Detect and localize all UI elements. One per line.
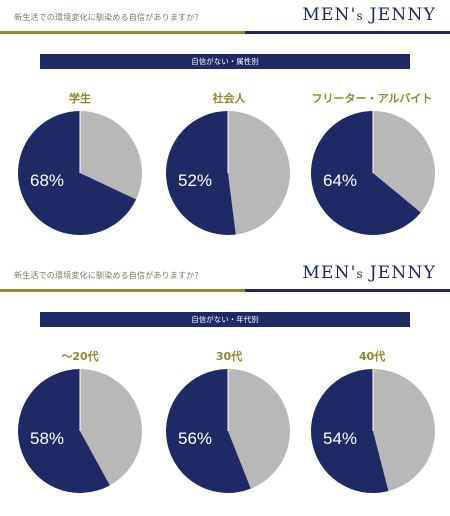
survey-question: 新生活での環境変化に馴染める自信がありますか？ [14, 271, 203, 280]
pie-chart: 56% [165, 368, 291, 494]
panel-by-age: 新生活での環境変化に馴染める自信がありますか？ MEN's JENNY 自信がな… [0, 258, 450, 516]
pie-percent-label: 58% [30, 429, 64, 448]
panel-by-attribute: 新生活での環境変化に馴染める自信がありますか？ MEN's JENNY 自信がな… [0, 5, 450, 236]
pie-slice-remainder [373, 111, 435, 213]
pie-slice-remainder [228, 369, 291, 489]
category-label: 40代 [358, 350, 386, 363]
chart-title-banner: 自信がない・属性別 [40, 54, 410, 69]
category-label: フリーター・アルバイト [311, 92, 433, 105]
chart-title-banner: 自信がない・年代別 [40, 312, 410, 327]
pie-slice-remainder [373, 369, 435, 492]
pie-slice-value [18, 111, 137, 235]
pie-percent-label: 64% [323, 171, 357, 190]
survey-question: 新生活での環境変化に馴染める自信がありますか？ [14, 13, 203, 22]
header-divider-olive [0, 289, 245, 292]
pie-chart: 54% [310, 368, 436, 494]
header-divider-navy [245, 31, 450, 34]
header-divider-navy [245, 289, 450, 292]
header-divider-olive [0, 31, 245, 34]
pie-chart: 52% [165, 110, 291, 236]
pie-percent-label: 56% [178, 429, 212, 448]
category-label: 学生 [69, 92, 91, 105]
pie-slice-value [166, 369, 251, 493]
pie-slice-remainder [228, 111, 290, 235]
pie-slice-value [165, 111, 236, 235]
category-label: 30代 [215, 350, 243, 363]
brand-logo: MEN's JENNY [302, 5, 436, 25]
brand-logo: MEN's JENNY [302, 263, 436, 283]
pie-slice-value [310, 111, 421, 235]
pie-slice-value [17, 369, 110, 493]
pie-slice-remainder [80, 369, 142, 486]
pie-percent-label: 68% [30, 171, 64, 190]
category-label: 〜20代 [61, 350, 99, 363]
pie-chart: 68% [17, 110, 143, 236]
pie-slice-value [310, 369, 389, 493]
pie-percent-label: 54% [323, 429, 357, 448]
pie-chart: 58% [17, 368, 143, 494]
pie-slice-remainder [80, 111, 143, 200]
pie-chart: 64% [310, 110, 436, 236]
pie-percent-label: 52% [178, 171, 212, 190]
category-label: 社会人 [212, 92, 246, 105]
